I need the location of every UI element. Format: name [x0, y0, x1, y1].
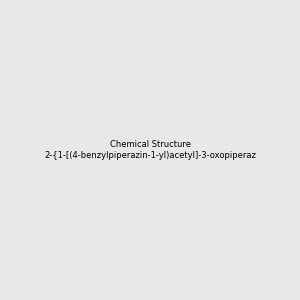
Text: Chemical Structure
2-{1-[(4-benzylpiperazin-1-yl)acetyl]-3-oxopiperaz: Chemical Structure 2-{1-[(4-benzylpipera…	[44, 140, 256, 160]
